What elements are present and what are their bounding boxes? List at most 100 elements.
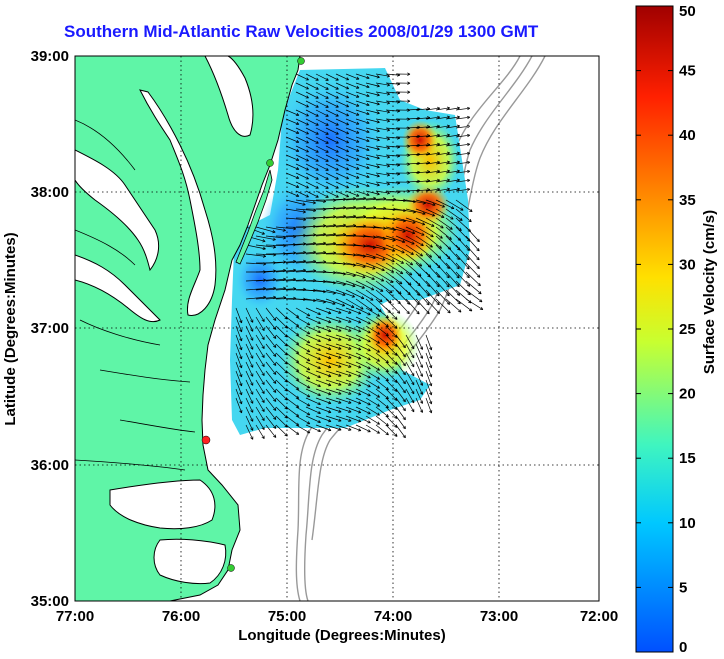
velocity-arrow [375,280,393,294]
velocity-arrow [255,235,276,241]
velocity-arrow [315,406,332,414]
velocity-arrow [335,280,356,288]
velocity-arrow [415,388,424,404]
velocity-arrow [265,226,286,232]
station-marker [227,564,235,572]
velocity-arrow [315,334,332,342]
velocity-arrow [455,199,473,213]
velocity-arrow [345,271,366,279]
colorbar-tick: 10 [679,515,696,532]
velocity-arrow [355,73,370,80]
velocity-arrow [325,406,342,413]
velocity-arrow [315,316,332,324]
velocity-arrow [415,343,424,359]
velocity-arrow [295,415,311,425]
velocity-arrow [355,316,371,325]
velocity-arrow [295,343,311,353]
velocity-arrow [425,280,440,297]
velocity-arrow [385,253,404,264]
velocity-arrow [365,127,380,133]
velocity-arrow [315,91,329,99]
velocity-arrow [365,136,380,142]
grid-lines [75,56,599,601]
velocity-arrow [315,343,332,351]
velocity-arrow [285,172,300,179]
velocity-arrow [235,316,243,333]
velocity-arrow [395,379,406,394]
velocity-arrow [325,109,339,117]
velocity-arrow [315,172,329,180]
velocity-arrow [375,181,391,186]
velocity-arrow [335,82,350,90]
velocity-arrow [285,154,300,161]
velocity-arrow [305,136,319,144]
velocity-arrow [375,136,391,141]
velocity-arrow [305,325,321,334]
velocity-arrow [305,172,319,180]
station-marker [266,159,274,167]
velocity-arrow [465,253,480,270]
velocity-arrow [335,190,350,198]
velocity-arrow [405,388,415,404]
x-tick: 72:00 [580,608,618,625]
velocity-arrow [445,142,461,147]
velocity-arrow [365,343,380,353]
velocity-arrow [335,388,352,395]
velocity-arrow [295,136,309,144]
velocity-arrow [435,208,454,220]
velocity-arrow [435,178,451,183]
velocity-arrow [325,172,339,180]
velocity-arrow [425,298,441,314]
velocity-arrow [315,145,329,153]
velocity-arrow [385,235,406,244]
velocity-arrow [245,334,254,350]
velocity-arrow [395,72,411,76]
velocity-arrow [435,199,455,210]
velocity-arrow [445,160,461,165]
velocity-arrow [325,298,346,307]
velocity-arrow [365,424,380,434]
velocity-arrow [255,244,277,249]
velocity-arrow [335,316,352,323]
velocity-arrow [355,190,370,197]
velocity-arrow [435,133,451,138]
velocity-arrow [365,334,380,344]
velocity-arrow [265,424,277,438]
velocity-arrow [395,388,406,403]
velocity-arrow [265,379,277,393]
velocity-arrow [365,145,380,151]
velocity-arrow [375,145,391,150]
velocity-arrow [305,415,321,424]
velocity-arrow [415,217,435,227]
velocity-arrow [365,316,380,326]
velocity-arrow [465,262,481,278]
velocity-arrow [365,100,380,106]
velocity-arrow [415,352,424,368]
velocity-arrow [445,187,461,192]
velocity-arrow [295,190,309,198]
y-tick-labels: 39:00 38:00 37:00 36:00 35:00 [31,48,69,610]
velocity-arrow [295,181,309,189]
velocity-arrow [395,235,415,245]
velocity-arrow [365,253,386,261]
velocity-arrow [315,298,336,305]
velocity-arrow [265,235,287,240]
velocity-arrow [415,235,433,248]
velocity-arrow [435,289,451,305]
velocity-arrow [265,325,277,339]
velocity-arrow [295,370,311,380]
velocity-arrow [395,370,406,385]
velocity-arrow [335,343,352,350]
velocity-arrow [395,262,413,276]
velocity-arrow [325,154,339,162]
colorbar-tick: 15 [679,450,696,467]
velocity-arrow [355,370,371,379]
velocity-arrow [465,289,483,303]
velocity-arrow [355,289,374,301]
velocity-arrow [355,379,371,388]
velocity-arrow [305,154,319,162]
velocity-arrow [435,262,450,279]
velocity-arrow [255,352,265,367]
x-tick-labels: 77:00 76:00 75:00 74:00 73:00 72:00 [56,608,618,625]
velocity-arrow [395,424,406,439]
